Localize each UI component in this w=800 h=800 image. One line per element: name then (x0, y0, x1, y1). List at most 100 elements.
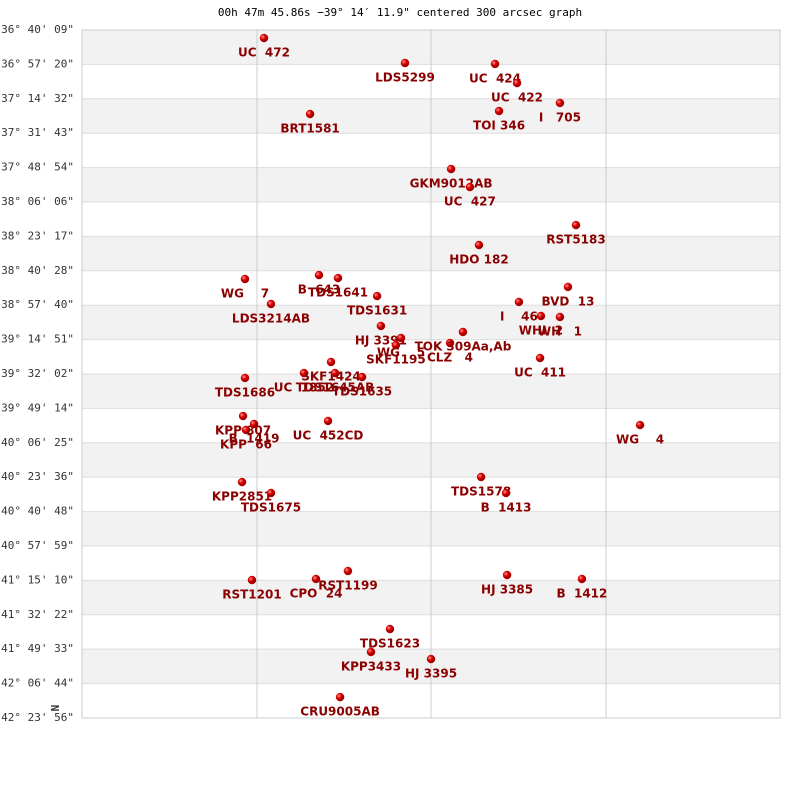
y-tick-label: -40° 40' 48" (0, 505, 74, 518)
star-label: CRU9005AB (300, 705, 380, 719)
star-label: TDS1675 (241, 500, 301, 514)
star (577, 574, 587, 584)
star (501, 488, 511, 498)
star (240, 274, 250, 284)
star-label: KPP 66 (220, 437, 272, 451)
star (237, 477, 247, 487)
star (335, 692, 345, 702)
star (299, 368, 309, 378)
star (494, 106, 504, 116)
star-label: WG 4 (616, 433, 664, 447)
star (426, 654, 436, 664)
y-tick-label: -38° 23' 17" (0, 229, 74, 242)
star (305, 109, 315, 119)
star-label: UC 452CD (293, 428, 364, 442)
star (385, 624, 395, 634)
star-label: UC 427 (444, 195, 496, 209)
star-label: KPP2851 (212, 490, 272, 504)
star-label: TDS1631 (347, 304, 407, 318)
star-label: WHI 2 (519, 323, 563, 337)
star-label: UC 1852 (274, 381, 334, 395)
y-tick-label: -41° 15' 10" (0, 573, 74, 586)
star-label: TDS1578 (451, 485, 511, 499)
star-label: UC 422 (491, 91, 543, 105)
chart-title: 00h 47m 45.86s −39° 14′ 11.9" centered 3… (218, 6, 582, 19)
star (514, 297, 524, 307)
star-label: WG 7 (221, 287, 269, 301)
star (445, 338, 455, 348)
star-label: I 705 (539, 110, 581, 124)
y-tick-label: -37° 31' 43" (0, 126, 74, 139)
north-label: N (49, 705, 62, 712)
star-label: TDS1686 (215, 385, 275, 399)
star (238, 411, 248, 421)
star-label: HDO 182 (449, 253, 508, 267)
star-label: RST1199 (318, 579, 377, 593)
star (311, 574, 321, 584)
star-label: GKM9012AB (410, 177, 493, 191)
star (555, 312, 565, 322)
star (247, 575, 257, 585)
star-label: B 643 (298, 283, 341, 297)
star (474, 240, 484, 250)
star (314, 270, 324, 280)
star (240, 373, 250, 383)
star-label: I 46 (500, 309, 538, 323)
star (333, 273, 343, 283)
star-label: TDS1645AB (296, 381, 375, 395)
star (266, 488, 276, 498)
y-tick-label: -42° 06' 44" (0, 677, 74, 690)
y-tick-label: -42° 23' 56" (0, 711, 74, 724)
y-tick-label: -38° 57' 40" (0, 298, 74, 311)
star (343, 566, 353, 576)
star-label: LDS3214AB (232, 311, 310, 325)
star-label: CPO 24 (290, 586, 343, 600)
star-label: TOK 309Aa,Ab (415, 339, 512, 353)
star-label: SKF1424 (301, 369, 361, 383)
star-label: TDS1623 (360, 637, 420, 651)
star-label: HJ 3385 (481, 583, 533, 597)
star-label: SKF1195 (366, 353, 426, 367)
star (536, 311, 546, 321)
star (635, 420, 645, 430)
star-label: WH 1 (538, 324, 582, 338)
star-label: B 1419 (229, 431, 280, 445)
star-label: UC 472 (238, 46, 290, 60)
plot-frame (81, 29, 781, 719)
y-tick-label: -40° 23' 36" (0, 470, 74, 483)
star-label: RST5183 (546, 233, 605, 247)
star (241, 425, 251, 435)
y-tick-label: -38° 40' 28" (0, 264, 74, 277)
star (326, 357, 336, 367)
star-label: KPP3433 (341, 659, 401, 673)
star-label: TOI 346 (473, 119, 525, 133)
y-tick-label: -40° 57' 59" (0, 539, 74, 552)
star (259, 33, 269, 43)
y-tick-label: -37° 14' 32" (0, 92, 74, 105)
y-tick-label: -38° 06' 06" (0, 195, 74, 208)
star (366, 647, 376, 657)
y-tick-label: -41° 49' 33" (0, 642, 74, 655)
y-tick-label: -39° 32' 02" (0, 367, 74, 380)
star (555, 98, 565, 108)
star-label: B 1413 (481, 500, 532, 514)
star-label: UC 411 (514, 366, 566, 380)
star (563, 282, 573, 292)
star-label: LDS5299 (375, 70, 435, 84)
star-label: UC 424 (469, 71, 521, 85)
star (330, 368, 340, 378)
y-tick-label: -39° 14' 51" (0, 333, 74, 346)
y-tick-label: -36° 57' 20" (0, 57, 74, 70)
star (376, 321, 386, 331)
star (249, 419, 259, 429)
star (400, 58, 410, 68)
star-label: CLZ 4 (427, 351, 473, 365)
star (571, 220, 581, 230)
star (396, 333, 406, 343)
star-label: WG 5 (377, 345, 425, 359)
star-label: BVD 13 (541, 294, 594, 308)
star (266, 299, 276, 309)
star-label: B 1412 (556, 586, 607, 600)
y-tick-label: -41° 32' 22" (0, 608, 74, 621)
